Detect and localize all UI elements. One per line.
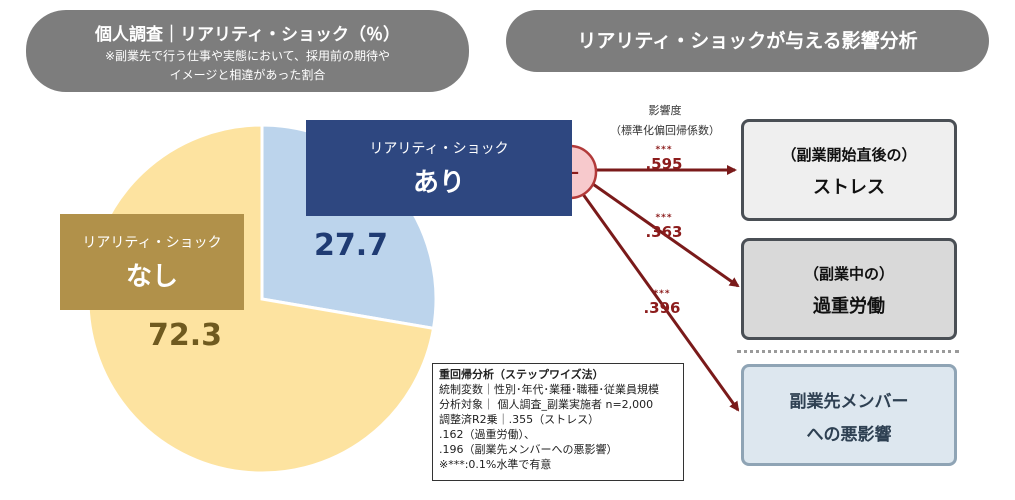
label-reality-shock-yes: リアリティ・ショック あり — [306, 120, 572, 216]
arrow-to-member-impact — [578, 189, 740, 412]
analysis-note: 重回帰分析（ステップワイズ法） 統制変数｜性別･年代･業種･職種･従業員規模 分… — [432, 363, 684, 481]
outcome-member-impact: 副業先メンバー への悪影響 — [741, 364, 957, 466]
right-header: リアリティ・ショックが与える影響分析 — [506, 10, 989, 72]
label-yes-big: あり — [412, 168, 465, 198]
coef-stress-value: .595 — [645, 155, 683, 173]
label-no-big: なし — [125, 262, 178, 292]
note-line-4: .162（過重労働）、 — [439, 428, 535, 441]
outcome-stress-line2: ストレス — [813, 177, 885, 198]
coef-member-impact: *** .396 — [632, 289, 692, 318]
left-header: 個人調査｜リアリティ・ショック（％） ※副業先で行う仕事や実態において、採用前の… — [26, 10, 469, 92]
label-yes-small: リアリティ・ショック — [369, 141, 509, 157]
coef-member-stars: *** — [653, 289, 671, 299]
note-line-3: 調整済R2乗｜.355（ストレス） — [439, 413, 600, 426]
coef-stress: *** .595 — [634, 145, 694, 174]
coef-overwork-stars: *** — [655, 213, 673, 223]
right-header-title: リアリティ・ショックが与える影響分析 — [577, 30, 918, 52]
outcome-stress-line1: （副業開始直後の） — [781, 146, 917, 164]
outcome-member-line2: への悪影響 — [806, 425, 892, 445]
note-line-5: .196（副業先メンバーへの悪影響） — [439, 443, 618, 456]
note-line-1: 統制変数｜性別･年代･業種･職種･従業員規模 — [439, 383, 659, 396]
outcome-stress: （副業開始直後の） ストレス — [741, 119, 957, 221]
divider-dotted — [737, 350, 959, 353]
note-title: 重回帰分析（ステップワイズ法） — [439, 368, 604, 381]
outcome-overwork-line2: 過重労働 — [813, 296, 885, 317]
coef-member-value: .396 — [643, 299, 681, 317]
outcome-overwork-line1: （副業中の） — [803, 265, 894, 283]
coef-stress-stars: *** — [655, 145, 673, 155]
label-no-small: リアリティ・ショック — [82, 235, 222, 251]
left-header-subtitle-1: ※副業先で行う仕事や実態において、採用前の期待や — [104, 49, 391, 63]
pie-value-no: 72.3 — [148, 318, 223, 353]
pie-value-yes: 27.7 — [314, 228, 389, 263]
arrow-to-overwork — [589, 180, 740, 288]
influence-sublabel: （標準化偏回帰係数） — [610, 124, 720, 137]
outcome-overwork: （副業中の） 過重労働 — [741, 238, 957, 340]
coef-overwork: *** .363 — [634, 213, 694, 242]
left-header-subtitle-2: イメージと相違があった割合 — [169, 68, 326, 82]
left-header-title: 個人調査｜リアリティ・ショック（％） — [95, 25, 400, 45]
label-reality-shock-no: リアリティ・ショック なし — [60, 214, 244, 310]
influence-label: 影響度 — [648, 104, 682, 117]
pie-slice-no — [86, 123, 436, 475]
note-line-6: ※***:0.1%水準で有意 — [439, 458, 552, 471]
coef-overwork-value: .363 — [645, 223, 683, 241]
note-line-2: 分析対象｜ 個人調査_副業実施者 n=2,000 — [439, 398, 654, 411]
outcome-member-line1: 副業先メンバー — [789, 392, 909, 412]
pie-chart — [86, 123, 438, 475]
